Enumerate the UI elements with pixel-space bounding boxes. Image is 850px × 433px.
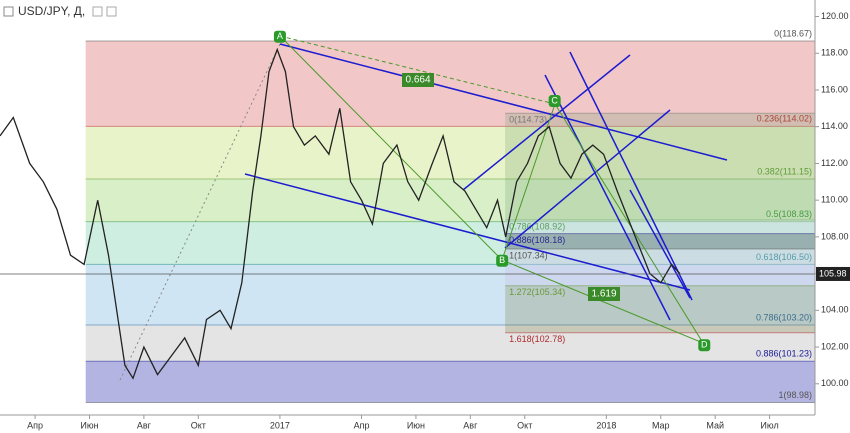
fib-band bbox=[85, 361, 815, 403]
fib-band bbox=[85, 264, 815, 326]
ratio-label: 0.664 bbox=[405, 75, 430, 86]
x-tick-label: Окт bbox=[191, 420, 206, 430]
y-tick-label: 120.00 bbox=[821, 11, 849, 21]
y-tick-label: 100.00 bbox=[821, 378, 849, 388]
fib-band bbox=[85, 179, 815, 222]
x-tick-label: Авг bbox=[137, 420, 152, 430]
fib-label: 0.786(103.20) bbox=[756, 312, 812, 322]
x-tick-label: Мар bbox=[652, 420, 670, 430]
fib-band bbox=[85, 40, 815, 127]
x-tick-label: Май bbox=[706, 420, 724, 430]
pattern-label: D bbox=[701, 340, 708, 350]
last-price-box bbox=[816, 266, 850, 281]
x-tick-label: Июн bbox=[407, 420, 425, 430]
pattern-point bbox=[273, 30, 286, 43]
fib-label: 0(118.67) bbox=[774, 28, 812, 38]
pattern-point bbox=[548, 94, 561, 107]
x-tick-label: Апр bbox=[27, 420, 43, 430]
grid bbox=[34, 16, 819, 419]
y-tick-label: 116.00 bbox=[821, 84, 848, 94]
fib-label: 0.786(108.92) bbox=[509, 221, 565, 231]
fib-band bbox=[505, 113, 815, 220]
y-tick-label: 104.00 bbox=[821, 305, 849, 315]
pattern-point bbox=[698, 339, 711, 352]
y-tick-label: 114.00 bbox=[821, 121, 848, 131]
x-tick-label: Июн bbox=[80, 420, 98, 430]
pattern-line bbox=[279, 35, 556, 105]
pattern-label: C bbox=[551, 95, 558, 105]
trend-line bbox=[279, 43, 728, 161]
pattern-label: A bbox=[277, 31, 283, 41]
fib-label: 1.618(102.78) bbox=[509, 334, 565, 344]
x-tick-label: Июл bbox=[760, 420, 778, 430]
last-price-label: 105.98 bbox=[819, 268, 847, 278]
fib-bands: 0(118.67) 0.236(114.02) 0.382(111.15) 0.5(1… bbox=[85, 28, 815, 404]
x-tick-label: Окт bbox=[517, 420, 532, 430]
x-tick-label: Апр bbox=[354, 420, 370, 430]
trend-line bbox=[504, 109, 671, 249]
fib-label: 0.618(106.50) bbox=[756, 252, 812, 262]
x-tick-label: 2017 bbox=[270, 420, 290, 430]
trend-line bbox=[462, 54, 631, 191]
fib-label: 0.886(101.23) bbox=[756, 349, 812, 359]
fib-label: 0.886(108.18) bbox=[509, 235, 565, 245]
ratio-box bbox=[402, 73, 434, 87]
y-tick-label: 102.00 bbox=[821, 341, 849, 351]
trend-line bbox=[569, 51, 693, 301]
pattern-label: B bbox=[499, 255, 505, 265]
y-tick-label: 110.00 bbox=[821, 195, 848, 205]
ratio-label: 1.619 bbox=[591, 289, 616, 300]
trend-line bbox=[244, 173, 691, 291]
fib-label: 1(107.34) bbox=[509, 250, 548, 260]
pattern-point bbox=[496, 254, 509, 267]
icon[interactable] bbox=[106, 6, 117, 17]
chart-title: USD/JPY, Д, bbox=[18, 4, 85, 18]
collapse-icon[interactable] bbox=[3, 6, 14, 17]
fib-label: 0.5(108.83) bbox=[766, 209, 812, 219]
fib-band bbox=[85, 221, 815, 265]
x-tick-label: 2018 bbox=[596, 420, 616, 430]
y-tick-label: 118.00 bbox=[821, 48, 848, 58]
fib-label: 1(98.98) bbox=[778, 390, 812, 400]
fib-label: 0.382(111.15) bbox=[757, 166, 812, 176]
trend-line bbox=[629, 189, 691, 299]
ratio-box bbox=[588, 287, 620, 301]
fib-label: 1.272(105.34) bbox=[509, 287, 565, 297]
x-tick-label: Авг bbox=[463, 420, 478, 430]
plot: A B C D bbox=[0, 30, 815, 380]
fib-band bbox=[85, 126, 815, 180]
fib-band bbox=[505, 219, 815, 234]
fib-label: 0(114.73) bbox=[509, 115, 547, 125]
fib-label: 0.236(114.02) bbox=[757, 114, 812, 124]
fib-band bbox=[85, 325, 815, 362]
y-tick-label: 108.00 bbox=[821, 231, 849, 241]
y-tick-label: 112.00 bbox=[821, 158, 848, 168]
fib-band bbox=[505, 233, 815, 249]
icon[interactable] bbox=[92, 6, 103, 17]
trend-line bbox=[544, 74, 671, 321]
price-line bbox=[0, 47, 681, 380]
trend-dotted bbox=[119, 43, 281, 381]
